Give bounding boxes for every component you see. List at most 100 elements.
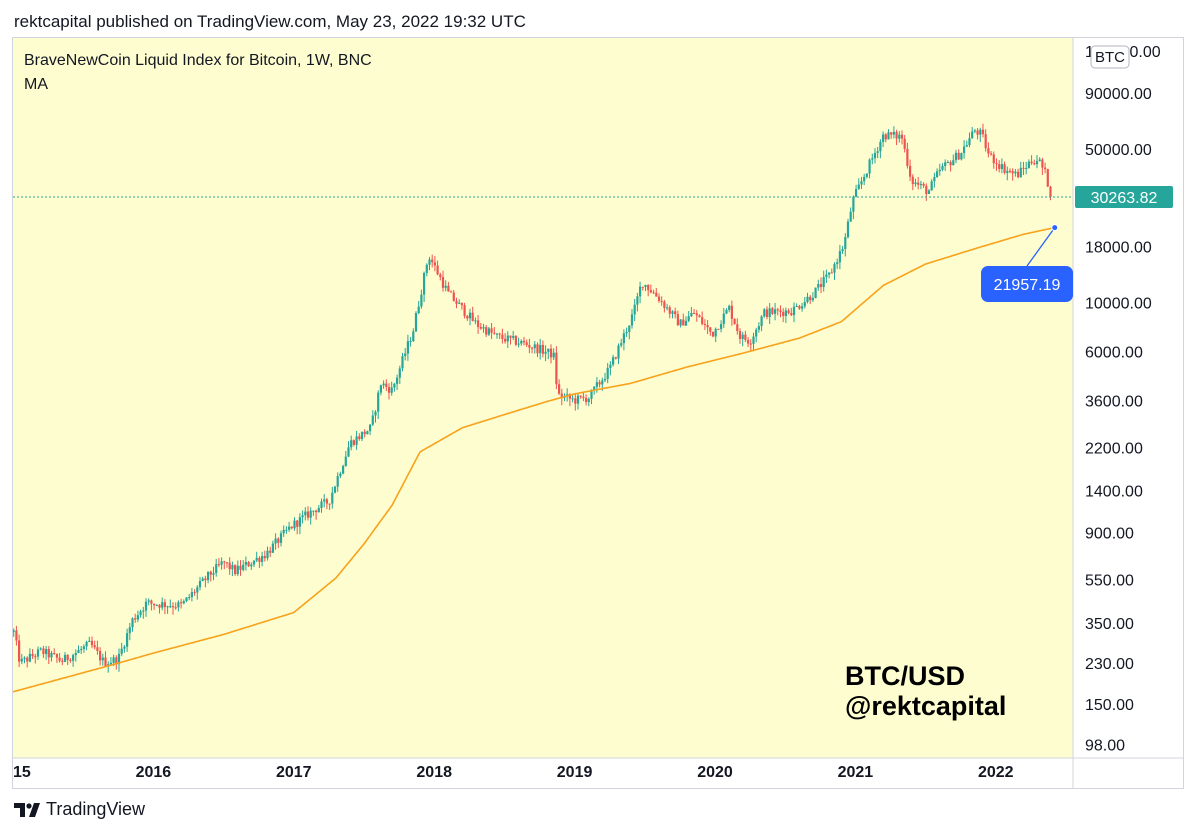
candle-body xyxy=(574,398,577,404)
currency-badge-box[interactable] xyxy=(1090,45,1130,69)
candle-body xyxy=(992,154,995,164)
candle-body xyxy=(1025,167,1028,169)
candle-body xyxy=(255,557,258,561)
candle-body xyxy=(1046,169,1049,187)
candle-body xyxy=(584,397,588,403)
candle-body xyxy=(212,573,215,575)
candle-body xyxy=(671,311,674,314)
candle-body xyxy=(989,153,993,155)
candle-body xyxy=(66,654,69,660)
candle-body xyxy=(204,578,207,581)
candle-body xyxy=(495,333,499,335)
candle-body xyxy=(825,274,828,278)
candle-body xyxy=(101,657,104,661)
price-chart[interactable]: 140000.0090000.0050000.0018000.0010000.0… xyxy=(13,38,1183,788)
candle-body xyxy=(746,339,750,344)
candle-body xyxy=(88,640,91,642)
candle-body xyxy=(112,657,115,663)
candle-body xyxy=(325,499,328,504)
candle-body xyxy=(987,148,990,154)
candle-body xyxy=(833,264,836,273)
candle-body xyxy=(298,517,301,527)
candle-body xyxy=(441,277,445,288)
candle-body xyxy=(1027,161,1030,168)
candle-body xyxy=(13,630,15,632)
candle-body xyxy=(58,657,61,661)
candle-body xyxy=(973,130,976,132)
ma-endpoint-marker xyxy=(1051,224,1059,232)
candle-body xyxy=(838,251,841,263)
candle-body xyxy=(414,313,418,332)
candle-body xyxy=(271,543,274,553)
candle-body xyxy=(26,657,29,662)
candle-body xyxy=(908,165,912,177)
candle-body xyxy=(463,305,466,316)
candle-body xyxy=(1030,161,1033,164)
candle-body xyxy=(512,336,515,338)
candle-body xyxy=(74,652,77,656)
candle-body xyxy=(228,562,231,570)
candle-body xyxy=(830,272,833,274)
candle-body xyxy=(949,161,952,166)
candle-body xyxy=(779,310,782,313)
candle-body xyxy=(363,431,366,435)
candle-body xyxy=(188,597,191,599)
candle-body xyxy=(296,520,299,527)
candle-body xyxy=(533,344,536,349)
candle-body xyxy=(476,320,480,327)
y-tick-label: 10000.00 xyxy=(1085,296,1152,313)
y-tick-label: 150.00 xyxy=(1085,697,1134,714)
candle-body xyxy=(892,131,895,135)
candle-body xyxy=(1043,167,1047,170)
candle-body xyxy=(1041,159,1044,168)
candle-body xyxy=(782,312,785,316)
candle-body xyxy=(611,357,615,365)
candle-body xyxy=(179,602,183,604)
candle-body xyxy=(371,415,374,425)
candle-body xyxy=(525,342,528,345)
candle-body xyxy=(922,183,925,186)
candle-body xyxy=(606,367,609,380)
candle-body xyxy=(636,296,639,305)
watermark-pair: BTC/USD xyxy=(845,661,965,691)
candle-body xyxy=(217,564,220,566)
candle-body xyxy=(317,507,320,513)
candle-body xyxy=(798,306,801,309)
candle-body xyxy=(63,654,67,662)
candle-body xyxy=(522,340,526,343)
candle-body xyxy=(163,602,166,608)
candle-body xyxy=(638,286,642,297)
candle-body xyxy=(787,310,790,314)
x-axis-ticks[interactable]: 2015 2016 2017 2018 2019 2020 2021 2022 xyxy=(13,764,1014,781)
candle-body xyxy=(903,138,906,149)
x-tick-label: 2015 xyxy=(13,764,31,781)
candle-body xyxy=(790,313,793,316)
y-axis-ticks[interactable]: 140000.0090000.0050000.0018000.0010000.0… xyxy=(1085,44,1161,755)
candle-body xyxy=(536,344,539,354)
candle-body xyxy=(158,604,161,608)
candle-body xyxy=(630,314,634,326)
candle-body xyxy=(617,345,620,359)
candle-body xyxy=(352,440,355,445)
candle-body xyxy=(206,571,210,581)
candle-body xyxy=(487,328,490,335)
plot-background xyxy=(13,38,1073,758)
candle-body xyxy=(544,351,547,354)
candle-body xyxy=(398,368,401,378)
candle-body xyxy=(36,649,40,657)
candle-body xyxy=(865,173,868,177)
candle-body xyxy=(55,653,59,658)
candle-body xyxy=(763,309,766,317)
candle-body xyxy=(198,581,202,588)
candle-body xyxy=(144,601,148,611)
candle-body xyxy=(620,343,623,346)
candle-body xyxy=(269,550,272,553)
chart-frame[interactable]: 140000.0090000.0050000.0018000.0010000.0… xyxy=(12,37,1184,789)
candle-body xyxy=(819,284,823,288)
candle-body xyxy=(541,344,544,354)
ma-callout-connector xyxy=(1026,227,1056,267)
candle-body xyxy=(609,364,612,368)
candle-body xyxy=(50,652,53,658)
candle-body xyxy=(1011,170,1014,174)
footer-brand[interactable]: TradingView xyxy=(46,799,146,819)
